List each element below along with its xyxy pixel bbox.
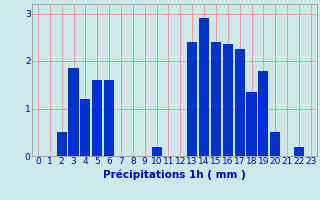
Bar [199, 18, 209, 156]
Bar [104, 80, 114, 156]
Bar [294, 146, 304, 156]
Bar [246, 92, 257, 156]
Bar [57, 132, 67, 156]
Bar [187, 42, 197, 156]
Bar [211, 42, 221, 156]
Bar [92, 80, 102, 156]
Bar [235, 49, 245, 156]
Bar [258, 71, 268, 156]
Bar [223, 44, 233, 156]
Bar [80, 99, 91, 156]
Bar [68, 68, 79, 156]
Bar [270, 132, 280, 156]
Bar [152, 146, 162, 156]
X-axis label: Précipitations 1h ( mm ): Précipitations 1h ( mm ) [103, 169, 246, 180]
